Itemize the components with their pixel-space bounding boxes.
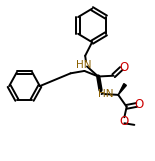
Text: O: O: [135, 98, 144, 111]
Text: O: O: [119, 61, 128, 74]
Text: HN: HN: [98, 89, 114, 99]
Text: O: O: [120, 115, 129, 128]
Polygon shape: [118, 84, 126, 95]
Text: HN: HN: [76, 60, 91, 70]
